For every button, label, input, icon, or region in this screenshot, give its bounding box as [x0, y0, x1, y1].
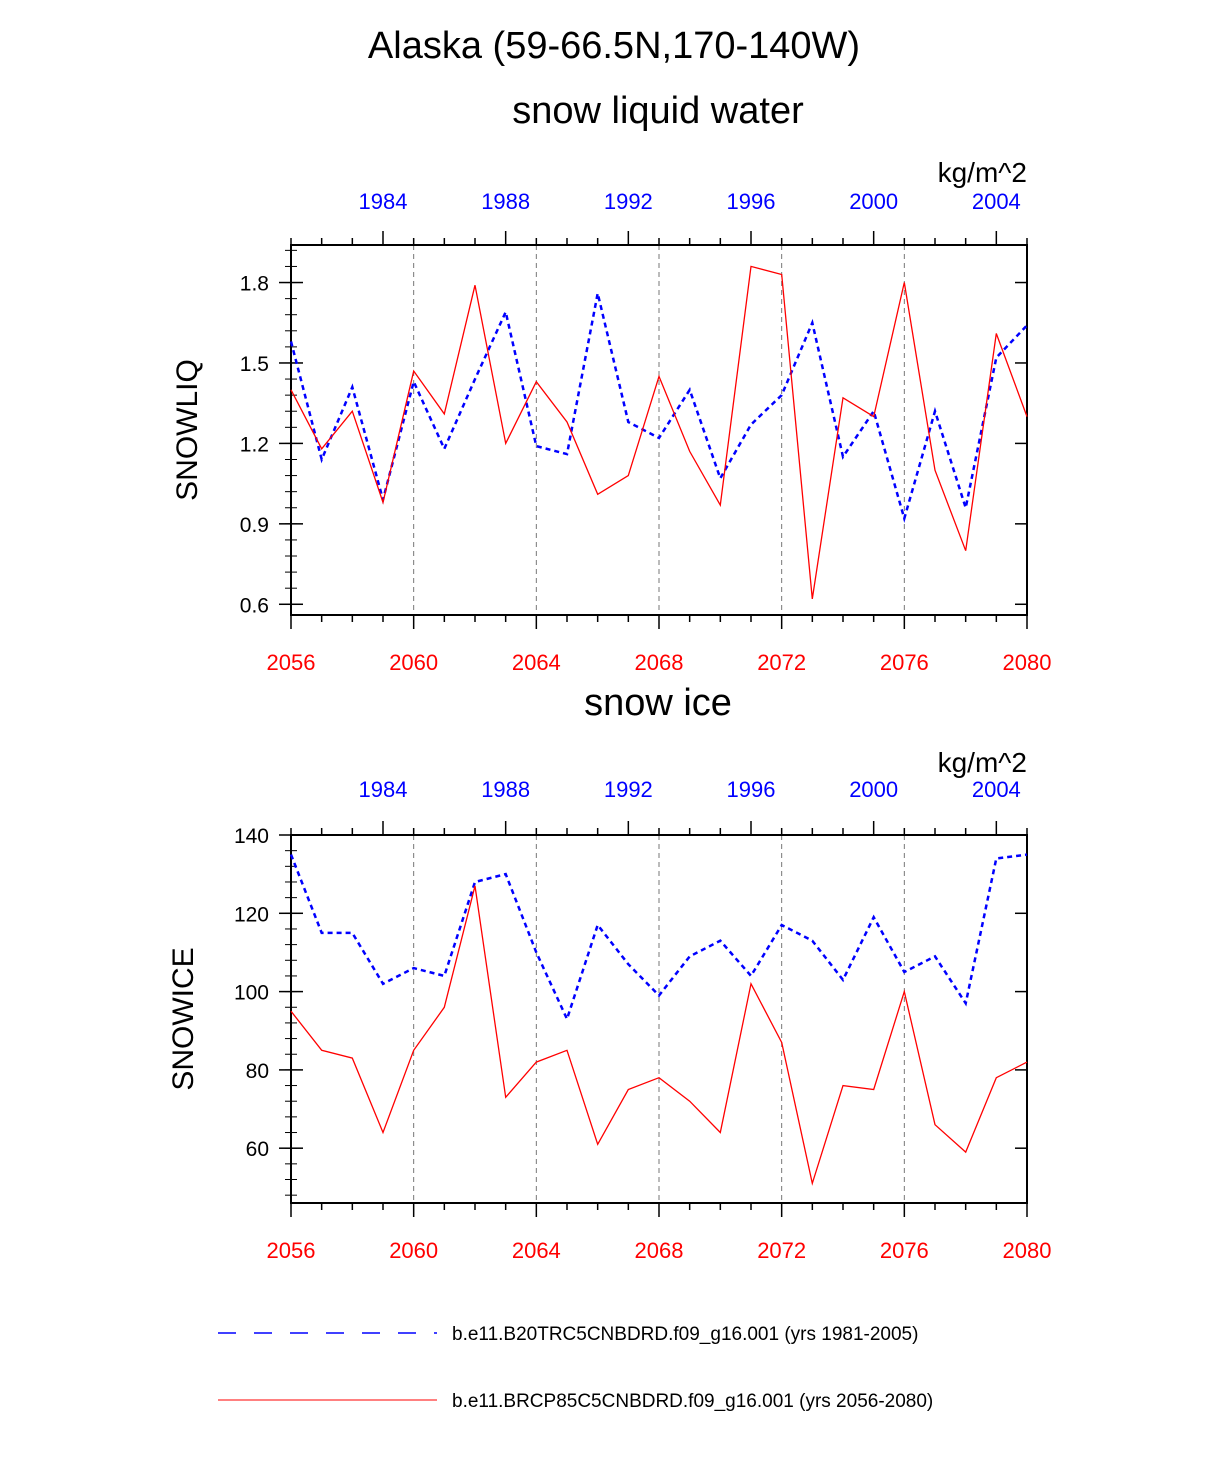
y-axis-label: SNOWICE: [167, 947, 200, 1090]
x-top-tick-label: 2000: [849, 189, 898, 214]
x-bottom-tick-label: 2076: [880, 650, 929, 675]
series-line-1981-2005: [289, 293, 1028, 524]
y-tick-label: 140: [234, 825, 269, 848]
y-tick-label: 60: [246, 1138, 269, 1161]
legend-label-1: b.e11.B20TRC5CNBDRD.f09_g16.001 (yrs 198…: [452, 1324, 918, 1345]
x-bottom-tick-label: 2064: [512, 650, 561, 675]
x-bottom-tick-label: 2068: [635, 650, 684, 675]
y-tick-label: 0.9: [240, 514, 269, 537]
y-tick-label: 80: [246, 1060, 269, 1083]
x-top-tick-label: 1988: [481, 777, 530, 802]
x-bottom-tick-label: 2068: [635, 1238, 684, 1263]
legend: b.e11.B20TRC5CNBDRD.f09_g16.001 (yrs 198…: [218, 1324, 933, 1412]
x-top-tick-label: 1984: [359, 777, 408, 802]
x-bottom-tick-label: 2072: [757, 1238, 806, 1263]
y-tick-label: 0.6: [240, 594, 269, 617]
panel-2: snow ice kg/m^2 SNOWICE 60 80 100 120 140 2056 20…: [167, 682, 1051, 1263]
x-top-tick-label: 1996: [727, 777, 776, 802]
y-tick-label: 100: [234, 982, 269, 1005]
x-bottom-tick-label: 2072: [757, 650, 806, 675]
x-bottom-tick-label: 2060: [389, 650, 438, 675]
y-tick-label: 1.8: [240, 273, 269, 296]
panel-title: snow ice: [584, 682, 732, 724]
panel-title: snow liquid water: [512, 90, 804, 132]
series-line-2056-2080: [290, 885, 1028, 1186]
x-top-tick-label: 1992: [604, 189, 653, 214]
x-bottom-tick-label: 2080: [1003, 1238, 1052, 1263]
x-bottom-tick-label: 2064: [512, 1238, 561, 1263]
x-top-tick-label: 2004: [972, 189, 1021, 214]
x-bottom-tick-label: 2076: [880, 1238, 929, 1263]
units-label: kg/m^2: [938, 747, 1027, 778]
x-top-tick-label: 1988: [481, 189, 530, 214]
legend-label-2: b.e11.BRCP85C5CNBDRD.f09_g16.001 (yrs 20…: [452, 1391, 933, 1412]
y-axis-label: SNOWLIQ: [171, 359, 204, 501]
series-line-2056-2080: [290, 265, 1028, 599]
x-top-tick-label: 2000: [849, 777, 898, 802]
y-tick-label: 1.2: [240, 433, 269, 456]
x-top-tick-label: 1996: [727, 189, 776, 214]
panel-1: snow liquid water kg/m^2 SNOWLIQ 0.6 0.9 1.2 1…: [171, 90, 1051, 675]
x-bottom-tick-label: 2056: [267, 1238, 316, 1263]
units-label: kg/m^2: [938, 157, 1027, 188]
figure-title: Alaska (59-66.5N,170-140W): [368, 25, 860, 67]
series-line-1981-2005: [289, 853, 1028, 1023]
x-top-tick-label: 1992: [604, 777, 653, 802]
x-bottom-tick-label: 2080: [1003, 650, 1052, 675]
x-top-tick-label: 1984: [359, 189, 408, 214]
x-bottom-tick-label: 2056: [267, 650, 316, 675]
y-tick-label: 120: [234, 903, 269, 926]
y-tick-label: 1.5: [240, 353, 269, 376]
x-bottom-tick-label: 2060: [389, 1238, 438, 1263]
x-top-tick-label: 2004: [972, 777, 1021, 802]
